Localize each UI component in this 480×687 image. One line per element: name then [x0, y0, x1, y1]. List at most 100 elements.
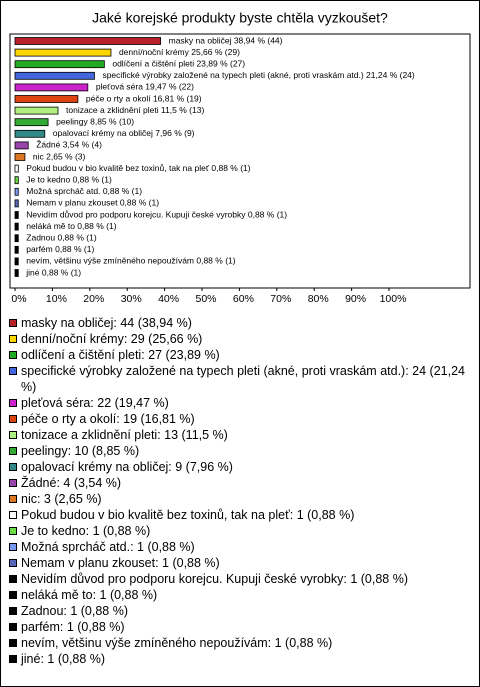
data-label: parfém 0,88 % (1): [26, 244, 94, 254]
legend-item: Možná sprcháč atd.: 1 (0,88 %): [9, 539, 469, 555]
legend-item: masky na obličej: 44 (38,94 %): [9, 315, 469, 331]
bar: [14, 71, 95, 80]
legend-item: péče o rty a okolí: 19 (16,81 %): [9, 411, 469, 427]
data-label: pleťová séra 19,47 % (22): [96, 82, 194, 92]
legend-swatch: [9, 639, 17, 647]
legend-item: Je to kedno: 1 (0,88 %): [9, 523, 469, 539]
legend-label: jiné: 1 (0,88 %): [21, 652, 106, 666]
legend-label: Nevidím důvod pro podporu korejcu. Kupuj…: [21, 572, 408, 586]
legend-item: denní/noční krémy: 29 (25,66 %): [9, 331, 469, 347]
data-label: Nevidím důvod pro podporu korejcu. Kupuj…: [26, 209, 287, 219]
legend-label: denní/noční krémy: 29 (25,66 %): [21, 332, 203, 346]
legend-swatch: [9, 367, 17, 375]
data-label: nic 2,65 % (3): [33, 151, 86, 161]
legend-swatch: [9, 655, 17, 663]
legend-label: odlíčení a čištění pleti: 27 (23,89 %): [21, 348, 220, 362]
x-tick-label: 20%: [83, 293, 104, 305]
legend-label: neláká mě to: 1 (0,88 %): [21, 588, 158, 602]
legend-swatch: [9, 351, 17, 359]
legend-label: nevím, většinu výše zmíněného nepoužívám…: [21, 636, 333, 650]
data-label: jiné 0,88 % (1): [25, 267, 81, 277]
bar: [14, 234, 19, 243]
legend-label: masky na obličej: 44 (38,94 %): [21, 316, 192, 330]
x-tick-label: 40%: [158, 293, 179, 305]
bar: [14, 106, 59, 115]
chart: Jaké korejské produkty byste chtěla vyzk…: [9, 10, 471, 305]
bar: [14, 60, 105, 69]
bar: [14, 37, 162, 45]
legend-item: jiné: 1 (0,88 %): [9, 651, 469, 667]
legend-swatch: [9, 319, 17, 327]
legend-item: odlíčení a čištění pleti: 27 (23,89 %): [9, 347, 469, 363]
x-tick-label: 60%: [233, 293, 254, 305]
data-label: peelingy 8,85 % (10): [56, 116, 134, 126]
legend-swatch: [9, 543, 17, 551]
bar: [14, 95, 79, 103]
legend-item: specifické výrobky založené na typech pl…: [9, 363, 469, 395]
data-label: odlíčení a čištění pleti 23,89 % (27): [112, 58, 245, 68]
bar: [14, 83, 89, 92]
data-label: denní/noční krémy 25,66 % (29): [119, 47, 240, 57]
plot-frame: [9, 33, 471, 289]
legend-swatch: [9, 495, 17, 503]
legend-swatch: [9, 607, 17, 615]
legend-swatch: [9, 335, 17, 343]
bar: [14, 141, 29, 150]
legend-item: opalovací krémy na obličej: 9 (7,96 %): [9, 459, 469, 475]
legend-item: Pokud budou v bio kvalitě bez toxinů, ta…: [9, 507, 469, 523]
legend-label: péče o rty a okolí: 19 (16,81 %): [21, 412, 195, 426]
bar: [14, 257, 19, 266]
bar: [14, 211, 19, 219]
bar: [14, 245, 19, 254]
legend-swatch: [9, 559, 17, 567]
data-label: Pokud budou v bio kvalitě bez toxinů, ta…: [26, 163, 250, 173]
data-label: specifické výrobky založené na typech pl…: [102, 70, 414, 80]
legend-label: Je to kedno: 1 (0,88 %): [21, 524, 151, 538]
data-label: péče o rty a okolí 16,81 % (19): [86, 93, 202, 103]
legend-item: nic: 3 (2,65 %): [9, 491, 469, 507]
legend-item: Zadnou: 1 (0,88 %): [9, 603, 469, 619]
legend-label: parfém: 1 (0,88 %): [21, 620, 125, 634]
data-label: Žádné 3,54 % (4): [36, 140, 102, 150]
x-tick-label: 0%: [11, 293, 26, 305]
legend-label: Pokud budou v bio kvalitě bez toxinů, ta…: [21, 508, 355, 522]
chart-title: Jaké korejské produkty byste chtěla vyzk…: [92, 10, 388, 26]
data-label: Zadnou 0,88 % (1): [26, 232, 97, 242]
legend-swatch: [9, 415, 17, 423]
legend-label: specifické výrobky založené na typech pl…: [21, 364, 465, 394]
x-tick-label: 80%: [308, 293, 329, 305]
legend-item: Nevidím důvod pro podporu korejcu. Kupuj…: [9, 571, 469, 587]
bar: [14, 176, 19, 185]
data-label: neláká mě to 0,88 % (1): [26, 221, 116, 231]
x-tick-label: 100%: [380, 293, 407, 305]
x-tick-label: 70%: [270, 293, 291, 305]
legend-swatch: [9, 399, 17, 407]
legend-label: Nemam v planu zkouset: 1 (0,88 %): [21, 556, 220, 570]
legend-swatch: [9, 463, 17, 471]
legend-label: Žádné: 4 (3,54 %): [21, 476, 122, 490]
bar: [14, 199, 19, 208]
bar: [14, 187, 19, 196]
data-label: opalovací krémy na obličej 7,96 % (9): [53, 128, 195, 138]
x-tick-label: 30%: [121, 293, 142, 305]
legend-swatch: [9, 511, 17, 519]
legend-label: tonizace a zklidnění pleti: 13 (11,5 %): [21, 428, 228, 442]
x-tick-label: 50%: [195, 293, 216, 305]
bar: [14, 222, 19, 231]
bar: [14, 153, 26, 161]
legend-label: Možná sprcháč atd.: 1 (0,88 %): [21, 540, 195, 554]
legend-label: peelingy: 10 (8,85 %): [21, 444, 140, 458]
legend-swatch: [9, 623, 17, 631]
data-label: nevím, většinu výše zmíněného nepoužívám…: [26, 256, 235, 266]
data-label: tonizace a zklidnění pleti 11,5 % (13): [66, 105, 204, 115]
bar: [14, 164, 19, 173]
legend-item: Nemam v planu zkouset: 1 (0,88 %): [9, 555, 469, 571]
legend-item: Žádné: 4 (3,54 %): [9, 475, 469, 491]
bar: [14, 269, 19, 277]
legend-swatch: [9, 575, 17, 583]
legend-item: nevím, většinu výše zmíněného nepoužívám…: [9, 635, 469, 651]
legend-swatch: [9, 591, 17, 599]
data-label: Je to kedno 0,88 % (1): [26, 174, 112, 184]
bar: [14, 129, 46, 138]
